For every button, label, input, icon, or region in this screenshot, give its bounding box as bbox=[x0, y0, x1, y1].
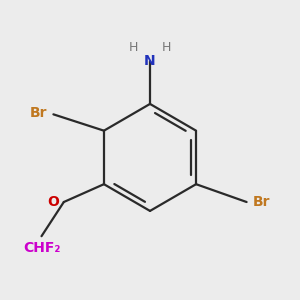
Text: Br: Br bbox=[253, 195, 270, 209]
Text: Br: Br bbox=[30, 106, 47, 120]
Text: N: N bbox=[144, 54, 156, 68]
Text: CHF₂: CHF₂ bbox=[23, 241, 60, 255]
Text: O: O bbox=[47, 195, 59, 209]
Text: H: H bbox=[162, 41, 171, 54]
Text: H: H bbox=[129, 41, 138, 54]
